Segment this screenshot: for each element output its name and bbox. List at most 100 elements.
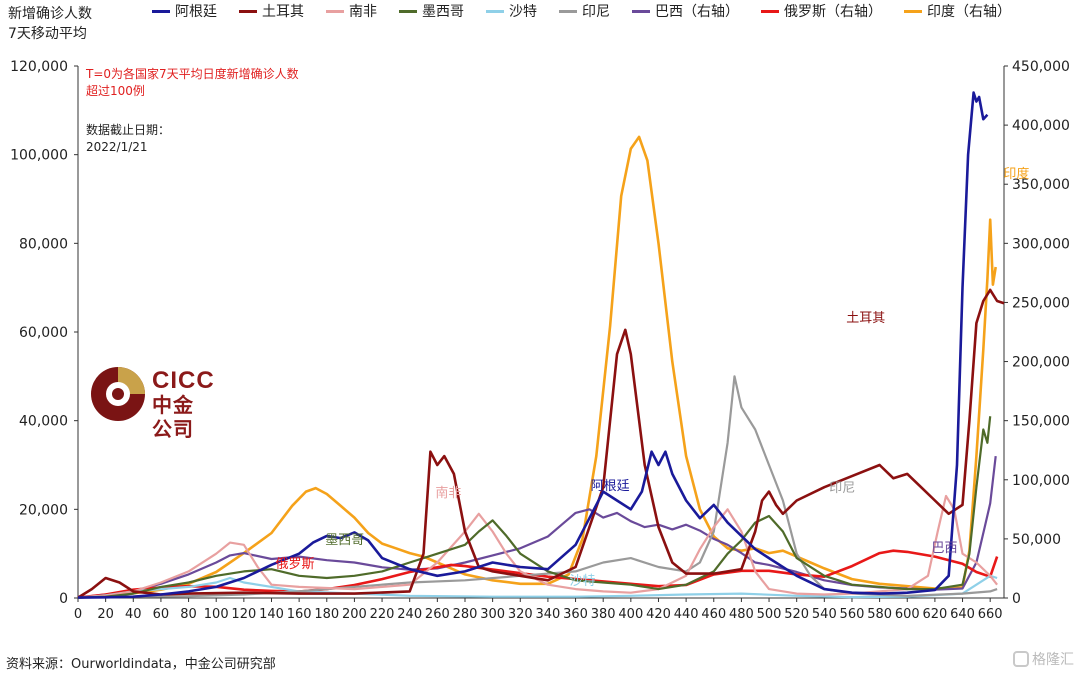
threshold-note-line2: 超过100例 xyxy=(86,84,145,98)
threshold-note-line1: T=0为各国家7天平均日度新增确诊人数 xyxy=(86,67,299,81)
x-tick-label: 380 xyxy=(591,607,616,622)
series-label-argentina: 阿根廷 xyxy=(591,479,630,494)
x-tick-label: 640 xyxy=(950,607,975,622)
x-tick-label: 320 xyxy=(508,607,533,622)
series-label-russia: 俄罗斯 xyxy=(275,557,314,572)
data-cutoff-note: 数据截止日期： 2022/1/21 xyxy=(86,122,170,156)
series-label-south-africa: 南非 xyxy=(435,485,461,501)
left-tick-label: 20,000 xyxy=(19,502,68,518)
logo-chinese: 中金公司 xyxy=(152,395,194,441)
chart-legend: 阿根廷 土耳其 南非 墨西哥 沙特 印尼 巴西（右轴） 俄罗斯（右轴） 印度（右轴） xyxy=(152,0,1077,22)
legend-swatch xyxy=(486,9,504,13)
legend-item-mexico: 墨西哥 xyxy=(399,1,464,21)
watermark-icon xyxy=(1013,651,1029,667)
x-tick-label: 40 xyxy=(125,607,142,622)
legend-label: 俄罗斯（右轴） xyxy=(784,4,882,20)
right-tick-label: 100,000 xyxy=(1012,473,1070,489)
legend-label: 巴西（右轴） xyxy=(655,4,739,20)
x-tick-label: 160 xyxy=(287,607,312,622)
series-label-brazil: 巴西 xyxy=(932,541,958,556)
legend-swatch xyxy=(559,9,577,13)
series-label-turkey: 土耳其 xyxy=(846,311,885,326)
legend-item-russia: 俄罗斯（右轴） xyxy=(761,1,882,21)
right-tick-label: 450,000 xyxy=(1012,59,1070,75)
right-tick-label: 50,000 xyxy=(1012,532,1061,548)
left-tick-label: 100,000 xyxy=(10,148,68,164)
x-tick-label: 520 xyxy=(784,607,809,622)
x-tick-label: 580 xyxy=(867,607,892,622)
right-tick-label: 200,000 xyxy=(1012,355,1070,371)
x-tick-label: 620 xyxy=(922,607,947,622)
series-line-russia xyxy=(77,549,999,599)
chart-axes: 0 20,000 40,000 60,000 80,000 100,000 120,000 0… xyxy=(10,59,1070,622)
legend-label: 墨西哥 xyxy=(422,4,464,20)
x-tick-label: 340 xyxy=(535,607,560,622)
left-tick-label: 40,000 xyxy=(19,414,68,430)
series-label-mexico: 墨西哥 xyxy=(325,533,364,548)
watermark: 格隆汇 xyxy=(1013,649,1074,669)
x-tick-label: 200 xyxy=(342,607,367,622)
right-tick-label: 0 xyxy=(1012,591,1021,607)
x-tick-label: 540 xyxy=(812,607,837,622)
x-tick-label: 560 xyxy=(840,607,865,622)
series-label-saudi: 沙特 xyxy=(569,574,595,589)
legend-label: 沙特 xyxy=(509,4,537,20)
x-tick-label: 440 xyxy=(674,607,699,622)
legend-label: 阿根廷 xyxy=(175,4,217,20)
x-tick-label: 120 xyxy=(231,607,256,622)
cicc-logo-icon xyxy=(91,367,145,421)
left-tick-label: 0 xyxy=(59,591,68,607)
source-note: 资料来源：Ourworldindata，中金公司研究部 xyxy=(6,657,276,672)
legend-label: 印度（右轴） xyxy=(927,4,1011,20)
left-tick-label: 120,000 xyxy=(10,59,68,75)
x-tick-label: 0 xyxy=(74,607,82,622)
series-label-indonesia: 印尼 xyxy=(829,481,855,496)
legend-item-south-africa: 南非 xyxy=(326,1,377,21)
right-tick-label: 150,000 xyxy=(1012,414,1070,430)
x-tick-label: 360 xyxy=(563,607,588,622)
cicc-logo: CICC 中金公司 xyxy=(90,366,214,441)
left-tick-label: 60,000 xyxy=(19,325,68,341)
x-tick-label: 480 xyxy=(729,607,754,622)
series-line-turkey xyxy=(77,288,1005,599)
data-cutoff-date: 2022/1/21 xyxy=(86,140,148,154)
x-tick-label: 400 xyxy=(618,607,643,622)
right-tick-label: 300,000 xyxy=(1012,236,1070,252)
series-line-south-africa xyxy=(77,494,998,599)
y-axis-title-line1: 新增确诊人数 xyxy=(8,6,92,22)
y-axis-title: 新增确诊人数 7天移动平均 xyxy=(8,4,92,44)
legend-item-saudi: 沙特 xyxy=(486,1,537,21)
legend-label: 南非 xyxy=(349,4,377,20)
x-tick-label: 660 xyxy=(978,607,1003,622)
x-tick-label: 600 xyxy=(895,607,920,622)
legend-swatch xyxy=(326,9,344,13)
x-tick-label: 260 xyxy=(425,607,450,622)
legend-swatch xyxy=(904,9,922,13)
series-line-mexico xyxy=(77,416,992,599)
left-tick-label: 80,000 xyxy=(19,236,68,252)
legend-swatch xyxy=(239,9,257,13)
right-tick-label: 400,000 xyxy=(1012,118,1070,134)
x-tick-label: 180 xyxy=(314,607,339,622)
legend-swatch xyxy=(632,9,650,13)
chart-series xyxy=(77,91,1005,599)
legend-item-india: 印度（右轴） xyxy=(904,1,1011,21)
x-tick-label: 60 xyxy=(153,607,170,622)
legend-label: 印尼 xyxy=(582,4,610,20)
series-line-argentina xyxy=(77,91,989,599)
legend-item-turkey: 土耳其 xyxy=(239,1,304,21)
threshold-note: T=0为各国家7天平均日度新增确诊人数 超过100例 xyxy=(86,66,299,100)
x-tick-label: 140 xyxy=(259,607,284,622)
x-tick-label: 220 xyxy=(370,607,395,622)
series-line-india xyxy=(77,135,997,599)
legend-item-indonesia: 印尼 xyxy=(559,1,610,21)
legend-swatch xyxy=(761,9,779,13)
watermark-text: 格隆汇 xyxy=(1032,652,1074,668)
x-tick-label: 500 xyxy=(757,607,782,622)
logo-english: CICC xyxy=(152,367,215,394)
x-tick-label: 460 xyxy=(701,607,726,622)
legend-swatch xyxy=(152,9,170,13)
legend-item-brazil: 巴西（右轴） xyxy=(632,1,739,21)
x-tick-label: 80 xyxy=(180,607,197,622)
